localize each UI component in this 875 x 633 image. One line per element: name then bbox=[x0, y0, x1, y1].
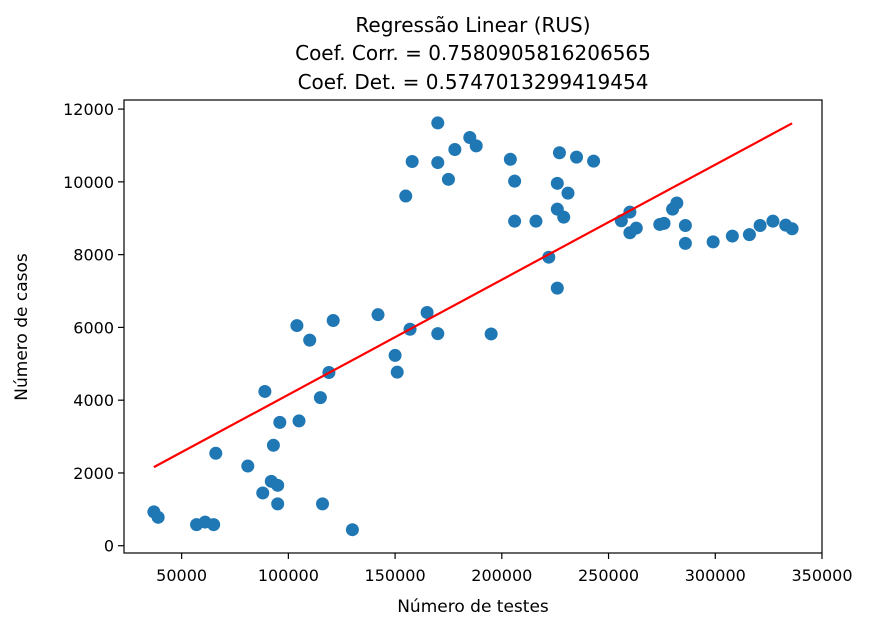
data-point bbox=[271, 497, 285, 511]
y-tick-label: 8000 bbox=[73, 246, 114, 265]
data-point bbox=[550, 176, 564, 190]
data-point bbox=[431, 116, 445, 130]
data-point bbox=[441, 172, 455, 186]
data-point bbox=[420, 305, 434, 319]
data-point bbox=[431, 327, 445, 341]
x-tick-label: 100000 bbox=[258, 566, 319, 585]
data-point bbox=[273, 415, 287, 429]
data-point bbox=[508, 214, 522, 228]
data-point bbox=[670, 196, 684, 210]
y-tick-label: 0 bbox=[104, 537, 114, 556]
data-point bbox=[529, 214, 543, 228]
chart-title-line-1: Regressão Linear (RUS) bbox=[355, 13, 590, 37]
data-point bbox=[678, 236, 692, 250]
x-tick-label: 150000 bbox=[365, 566, 426, 585]
data-point bbox=[448, 142, 462, 156]
data-point bbox=[316, 497, 330, 511]
data-points bbox=[147, 116, 799, 537]
data-point bbox=[484, 327, 498, 341]
data-point bbox=[469, 139, 483, 153]
y-axis: 0 2000 4000 6000 8000 10000 12000 bbox=[63, 100, 124, 556]
y-tick-label: 6000 bbox=[73, 318, 114, 337]
data-point bbox=[371, 308, 385, 322]
data-point bbox=[557, 210, 571, 224]
data-point bbox=[431, 156, 445, 170]
data-point bbox=[241, 459, 255, 473]
data-point bbox=[313, 391, 327, 405]
data-point bbox=[542, 250, 556, 264]
data-point bbox=[390, 365, 404, 379]
x-axis: 50000 100000 150000 200000 250000 300000 35000… bbox=[156, 553, 853, 585]
data-point bbox=[209, 446, 223, 460]
chart-title: Regressão Linear (RUS) Coef. Corr. = 0.7… bbox=[295, 13, 651, 94]
data-point bbox=[326, 314, 340, 327]
data-point bbox=[207, 518, 221, 532]
data-point bbox=[678, 219, 692, 233]
regression-line-group bbox=[153, 122, 793, 469]
x-tick-label: 350000 bbox=[791, 566, 852, 585]
chart-title-line-3: Coef. Det. = 0.5747013299419454 bbox=[298, 70, 649, 94]
data-point bbox=[290, 319, 304, 333]
x-axis-label: Número de testes bbox=[397, 597, 549, 617]
data-point bbox=[271, 478, 285, 492]
data-point bbox=[766, 214, 780, 228]
data-point bbox=[753, 219, 767, 233]
data-point bbox=[405, 154, 419, 168]
data-point bbox=[303, 333, 317, 347]
x-tick-label: 50000 bbox=[156, 566, 207, 585]
data-point bbox=[503, 152, 517, 166]
data-point bbox=[292, 414, 306, 428]
data-point bbox=[508, 174, 522, 188]
data-point bbox=[256, 486, 270, 500]
data-point bbox=[706, 235, 720, 249]
data-point bbox=[399, 189, 413, 203]
plot-area bbox=[123, 99, 823, 554]
y-tick-label: 4000 bbox=[73, 391, 114, 410]
data-point bbox=[258, 384, 272, 398]
data-point bbox=[388, 348, 402, 362]
data-point bbox=[725, 229, 739, 243]
y-axis-label: Número de casos bbox=[12, 253, 32, 401]
x-tick-label: 200000 bbox=[471, 566, 532, 585]
data-point bbox=[742, 228, 756, 242]
y-tick-label: 10000 bbox=[63, 173, 114, 192]
y-tick-label: 2000 bbox=[73, 464, 114, 483]
plot-frame bbox=[123, 99, 823, 554]
data-point bbox=[785, 222, 799, 236]
data-point bbox=[629, 221, 643, 235]
data-point bbox=[266, 438, 280, 452]
chart-title-line-2: Coef. Corr. = 0.7580905816206565 bbox=[295, 41, 651, 65]
data-point bbox=[151, 510, 165, 524]
regression-line bbox=[153, 122, 793, 469]
data-point bbox=[550, 281, 564, 295]
data-point bbox=[570, 150, 584, 164]
x-tick-label: 250000 bbox=[578, 566, 639, 585]
data-point bbox=[552, 146, 566, 160]
y-tick-label: 12000 bbox=[63, 100, 114, 119]
data-point bbox=[561, 186, 575, 200]
x-tick-label: 300000 bbox=[685, 566, 746, 585]
data-point bbox=[657, 216, 671, 230]
data-point bbox=[345, 523, 359, 537]
data-point bbox=[587, 154, 601, 168]
